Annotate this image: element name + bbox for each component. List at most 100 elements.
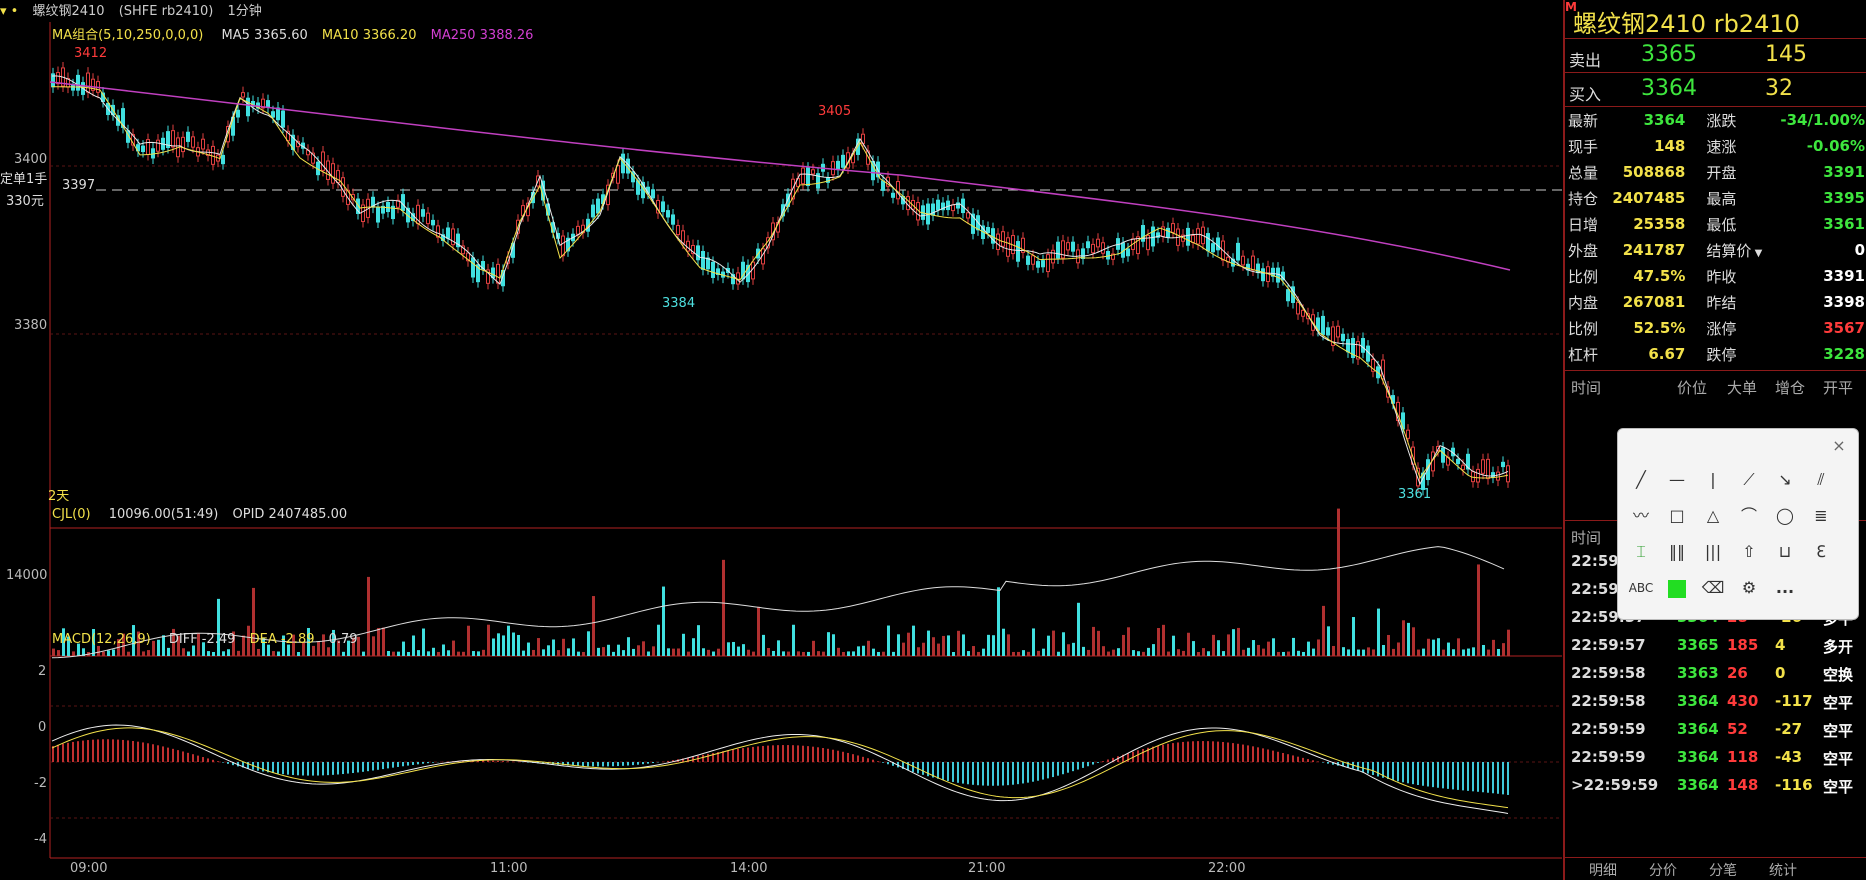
- line-tool-icon[interactable]: ╱: [1636, 470, 1646, 489]
- tick-change: 4: [1775, 636, 1786, 654]
- kline-chart-area[interactable]: ▾ • 螺纹钢2410 (SHFE rb2410) 1分钟 MA组合(5,10,…: [0, 0, 1562, 880]
- settings-gear-icon[interactable]: ⚙: [1741, 578, 1757, 597]
- volume-bar: [1342, 647, 1345, 656]
- arc-tool-icon[interactable]: ⌒: [1740, 506, 1757, 525]
- pending-order-price[interactable]: 3397: [62, 178, 96, 193]
- macd-histogram-bar: [1452, 762, 1454, 790]
- macd-histogram-bar: [617, 762, 619, 767]
- rectangle-tool-icon[interactable]: □: [1669, 506, 1685, 525]
- tab-statistics[interactable]: 统计: [1769, 863, 1797, 879]
- macd-histogram-bar: [382, 762, 384, 770]
- macd-histogram-bar: [1262, 748, 1264, 762]
- candle-body: [1476, 468, 1480, 483]
- volume-bar: [852, 651, 855, 656]
- candle-body: [1046, 254, 1050, 273]
- macd-histogram-bar: [1182, 741, 1184, 762]
- color-picker-button[interactable]: [1662, 573, 1692, 603]
- candle-body: [806, 167, 810, 187]
- tick-change: -27: [1775, 720, 1803, 738]
- buy-price[interactable]: 3364: [1641, 76, 1697, 101]
- macd-selector[interactable]: MACD(12,26,9): [52, 632, 151, 647]
- arrow-tool-icon[interactable]: ↘: [1778, 470, 1792, 489]
- up-arrow-tool-icon[interactable]: ⇧: [1742, 542, 1756, 561]
- macd-histogram-bar: [507, 761, 509, 762]
- volume-bar: [617, 644, 620, 656]
- volume-selector[interactable]: CJL(0): [52, 507, 91, 522]
- volume-bar: [242, 635, 245, 656]
- sell-row[interactable]: 卖出 3365 145: [1565, 38, 1866, 73]
- macd-histogram-bar: [692, 756, 694, 762]
- segment-tool-icon[interactable]: ⟋: [1743, 470, 1755, 489]
- macd-histogram-bar: [1202, 741, 1204, 762]
- cycle-lines-icon[interactable]: |||: [1704, 542, 1722, 561]
- candle-body: [1461, 464, 1465, 471]
- candle-body: [321, 151, 325, 171]
- macd-histogram-bar: [1317, 761, 1319, 762]
- volume-bar: [972, 646, 975, 656]
- candle-body: [181, 136, 185, 153]
- vertical-line-icon[interactable]: |: [1710, 470, 1716, 489]
- macd-histogram-bar: [877, 761, 879, 762]
- gann-tool-icon[interactable]: ⌶: [1636, 542, 1646, 561]
- parallel-line-icon[interactable]: ⫽: [1817, 470, 1825, 489]
- volume-bar: [722, 559, 725, 656]
- period-lines-icon[interactable]: ‖‖: [1669, 542, 1685, 561]
- candle-body: [746, 264, 750, 283]
- volume-bar: [957, 630, 960, 656]
- triangle-tool-icon[interactable]: △: [1706, 506, 1720, 525]
- volume-bar: [1422, 648, 1425, 656]
- volume-bar: [1262, 648, 1265, 656]
- ruler-tool-icon[interactable]: ⊔: [1778, 542, 1792, 561]
- sell-price[interactable]: 3365: [1641, 42, 1697, 67]
- volume-bar: [917, 647, 920, 656]
- macd-histogram-bar: [837, 750, 839, 762]
- chart-canvas[interactable]: [0, 0, 1562, 880]
- candle-body: [446, 227, 450, 239]
- volume-bar: [267, 644, 270, 656]
- volume-bar: [1417, 649, 1420, 656]
- candle-body: [1481, 459, 1485, 474]
- fibonacci-tool-icon[interactable]: ≣: [1814, 506, 1828, 525]
- volume-bar: [147, 650, 150, 656]
- drawing-toolbox[interactable]: × ╱ — | ⟋ ↘ ⫽ 〰 □ △ ⌒ ◯ ≣ ⌶ ‖‖ ||| ⇧ ⊔ ℇ…: [1617, 428, 1859, 620]
- volume-bar: [1062, 632, 1065, 656]
- candle-body: [1456, 458, 1460, 465]
- candle-body: [1101, 242, 1105, 254]
- macd-histogram-bar: [247, 762, 249, 769]
- macd-histogram-bar: [1417, 762, 1419, 785]
- scale-tool-icon[interactable]: ℇ: [1816, 542, 1826, 561]
- tab-price-level[interactable]: 分价: [1649, 863, 1677, 879]
- candle-body: [1086, 241, 1090, 249]
- horizontal-line-icon[interactable]: —: [1669, 470, 1685, 489]
- volume-bar: [737, 646, 740, 656]
- macd-histogram-bar: [192, 754, 194, 762]
- candle-body: [1156, 232, 1160, 238]
- ellipse-tool-icon[interactable]: ◯: [1776, 506, 1794, 525]
- candle-body: [461, 245, 465, 255]
- period-selector[interactable]: 1分钟: [227, 4, 262, 19]
- tab-trades[interactable]: 分笔: [1709, 863, 1737, 879]
- tab-detail[interactable]: 明细: [1589, 863, 1617, 879]
- candle-body: [486, 269, 490, 284]
- ma-selector[interactable]: MA组合(5,10,250,0,0,0): [52, 28, 204, 43]
- macd-histogram-bar: [642, 762, 644, 765]
- volume-bar: [1452, 649, 1455, 656]
- candle-body: [1206, 233, 1210, 252]
- settle-price-dropdown[interactable]: 结算价 ▼: [1688, 237, 1770, 263]
- candle-body: [351, 194, 355, 201]
- macd-histogram-bar: [367, 762, 369, 772]
- more-tools-button[interactable]: ...: [1775, 578, 1795, 597]
- mark-low-3361: 3361: [1398, 487, 1432, 502]
- eraser-tool-icon[interactable]: ⌫: [1701, 578, 1725, 597]
- macd-histogram-bar: [67, 742, 69, 762]
- text-tool-button[interactable]: ABC: [1628, 581, 1654, 595]
- buy-row[interactable]: 买入 3364 32: [1565, 72, 1866, 107]
- macd-histogram-bar: [137, 741, 139, 762]
- stat-row: 现手 148 速涨 -0.06%: [1565, 133, 1866, 159]
- close-icon[interactable]: ×: [1832, 436, 1846, 455]
- stat-value: -34/1.00%: [1780, 111, 1865, 129]
- polyline-tool-icon[interactable]: 〰: [1632, 506, 1649, 525]
- macd-histogram-bar: [147, 743, 149, 762]
- tick-volume: 52: [1727, 720, 1748, 738]
- candle-body: [1096, 238, 1100, 248]
